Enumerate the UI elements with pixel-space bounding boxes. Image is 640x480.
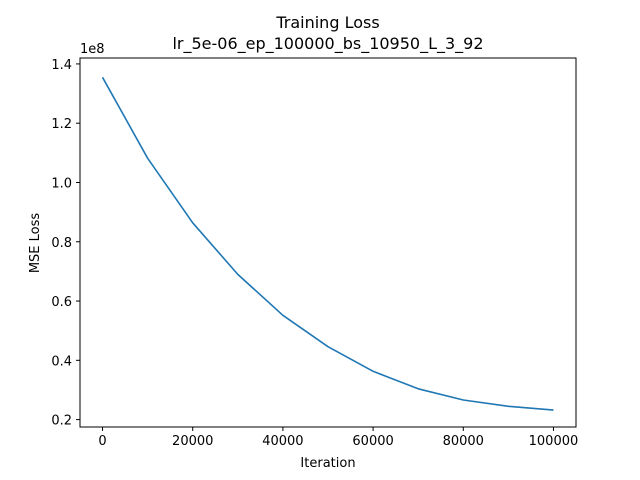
x-tick-label: 80000 (443, 434, 484, 449)
series-layer (101, 76, 554, 411)
y-tick-label: 1.4 (51, 58, 72, 73)
y-axis-ticks: 0.2 0.4 0.6 0.8 1.0 1.2 1.4 (51, 58, 80, 429)
x-tick-label: 60000 (352, 434, 393, 449)
y-tick-label: 1.0 (51, 176, 72, 191)
y-tick-label: 0.4 (51, 354, 72, 369)
x-axis-ticks: 0 20000 40000 60000 80000 100000 (98, 427, 578, 449)
x-tick-label: 100000 (529, 434, 579, 449)
x-tick-label: 0 (98, 434, 106, 449)
y-tick-label: 1.2 (51, 117, 72, 132)
y-tick-label: 0.6 (51, 295, 72, 310)
y-tick-label: 0.2 (51, 414, 72, 429)
chart-title: Training Loss (275, 13, 379, 32)
x-tick-label: 20000 (172, 434, 213, 449)
y-multiplier-label: 1e8 (80, 42, 105, 57)
chart-subtitle: lr_5e-06_ep_100000_bs_10950_L_3_92 (172, 34, 483, 54)
y-axis-label: MSE Loss (28, 213, 43, 274)
loss-series-line (101, 76, 554, 411)
plot-frame (79, 57, 577, 428)
y-tick-label: 0.8 (51, 236, 72, 251)
x-axis-label: Iteration (300, 456, 355, 471)
x-tick-label: 40000 (262, 434, 303, 449)
